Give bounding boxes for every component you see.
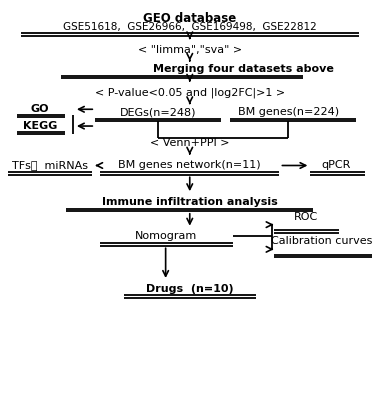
Text: BM genes network(n=11): BM genes network(n=11): [119, 160, 261, 170]
Text: < Venn+PPI >: < Venn+PPI >: [150, 138, 230, 148]
Text: GSE51618,  GSE26966,  GSE169498,  GSE22812: GSE51618, GSE26966, GSE169498, GSE22812: [63, 22, 317, 32]
Text: Drugs  (n=10): Drugs (n=10): [146, 284, 234, 294]
Text: GEO database: GEO database: [143, 12, 236, 25]
Text: KEGG: KEGG: [23, 121, 58, 131]
Text: TFs，  miRNAs: TFs， miRNAs: [12, 160, 88, 170]
Text: < "limma","sva" >: < "limma","sva" >: [138, 45, 242, 55]
Text: Nomogram: Nomogram: [134, 232, 197, 242]
Text: < P-value<0.05 and |log2FC|>1 >: < P-value<0.05 and |log2FC|>1 >: [95, 87, 285, 98]
Text: GO: GO: [31, 104, 49, 114]
Text: DEGs(n=248): DEGs(n=248): [120, 107, 196, 117]
Text: Merging four datasets above: Merging four datasets above: [153, 64, 334, 74]
Text: qPCR: qPCR: [322, 160, 351, 170]
Text: BM genes(n=224): BM genes(n=224): [238, 107, 339, 117]
Text: ROC: ROC: [293, 212, 318, 222]
Text: Immune infiltration analysis: Immune infiltration analysis: [102, 197, 278, 207]
Text: Calibration curves: Calibration curves: [271, 236, 372, 246]
